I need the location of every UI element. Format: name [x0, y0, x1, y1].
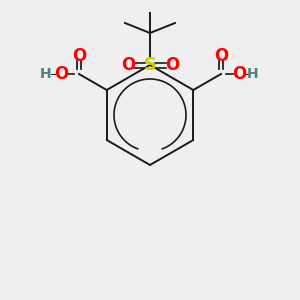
Text: O: O [232, 65, 246, 83]
Text: O: O [214, 47, 228, 65]
Text: O: O [121, 56, 135, 74]
Text: O: O [72, 47, 86, 65]
Text: O: O [165, 56, 179, 74]
Text: O: O [54, 65, 68, 83]
Text: H: H [40, 67, 52, 81]
Text: H: H [247, 67, 259, 81]
Text: S: S [143, 56, 157, 74]
